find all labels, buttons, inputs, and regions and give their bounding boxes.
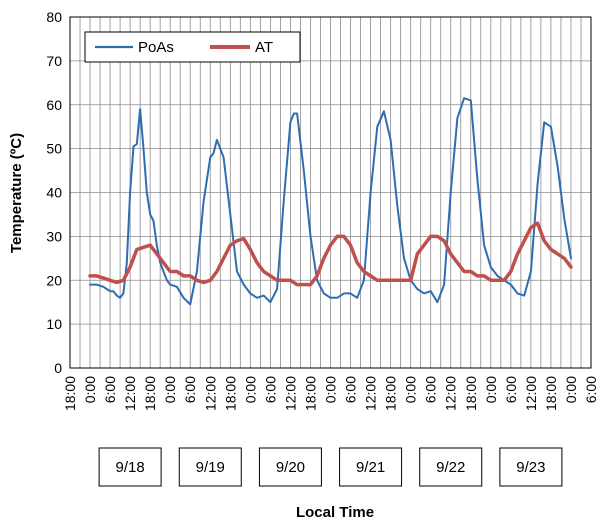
- date-label: 9/21: [356, 459, 385, 476]
- x-tick-label: 12:00: [282, 376, 298, 411]
- x-tick-label: 6:00: [262, 376, 278, 403]
- x-tick-label: 6:00: [343, 376, 359, 403]
- legend: PoAs AT: [84, 31, 301, 63]
- series-line-at: [88, 221, 573, 287]
- x-tick-label: 12:00: [443, 376, 459, 411]
- legend-label-at: AT: [255, 39, 273, 56]
- date-box: 9/23: [499, 447, 563, 487]
- x-tick-label: 18:00: [463, 376, 479, 411]
- x-tick-label: 0:00: [162, 376, 178, 403]
- date-label: 9/23: [516, 459, 545, 476]
- y-tick-label: 40: [46, 185, 62, 201]
- date-box-frame: [419, 447, 483, 487]
- y-tick-label: 0: [54, 360, 62, 376]
- x-tick-label: 6:00: [102, 376, 118, 403]
- x-tick-label: 18:00: [383, 376, 399, 411]
- x-tick-label: 0:00: [242, 376, 258, 403]
- y-tick-label: 10: [46, 316, 62, 332]
- x-axis-ticks: 18:00 0:00 6:00 12:00 18:00 0:00 6:00 12:00 18:0…: [62, 376, 599, 411]
- date-label: 9/20: [276, 459, 305, 476]
- plot-area-border: [69, 16, 592, 369]
- y-tick-label: 50: [46, 141, 62, 157]
- x-tick-label: 0:00: [483, 376, 499, 403]
- date-label: 9/18: [116, 459, 145, 476]
- date-box: 9/18: [98, 447, 162, 487]
- date-box: 9/22: [419, 447, 483, 487]
- x-tick-label: 6:00: [423, 376, 439, 403]
- x-tick-label: 0:00: [82, 376, 98, 403]
- y-tick-label: 60: [46, 97, 62, 113]
- x-tick-label: 0:00: [323, 376, 339, 403]
- y-tick-label: 20: [46, 272, 62, 288]
- series-line-poas: [89, 97, 572, 306]
- x-axis-title: Local Time: [296, 504, 374, 521]
- date-box: 9/21: [339, 447, 403, 487]
- date-box: 9/20: [258, 447, 322, 487]
- date-boxes: 9/18 9/19 9/20 9/21 9/22 9/23: [98, 447, 563, 487]
- date-box-frame: [98, 447, 162, 487]
- x-tick-label: 18:00: [543, 376, 559, 411]
- x-tick-label: 18:00: [62, 376, 78, 411]
- x-tick-label: 18:00: [302, 376, 318, 411]
- date-box: 9/19: [178, 447, 242, 487]
- series-group: [88, 97, 573, 306]
- x-tick-label: 18:00: [142, 376, 158, 411]
- y-axis-ticks: 0 10 20 30 40 50 60 70 80: [46, 9, 62, 376]
- x-tick-label: 12:00: [363, 376, 379, 411]
- x-tick-label: 6:00: [182, 376, 198, 403]
- x-tick-label: 12:00: [122, 376, 138, 411]
- x-tick-label: 12:00: [523, 376, 539, 411]
- x-tick-label: 0:00: [403, 376, 419, 403]
- date-box-frame: [178, 447, 242, 487]
- legend-label-poas: PoAs: [138, 39, 174, 56]
- y-tick-label: 30: [46, 228, 62, 244]
- date-label: 9/19: [196, 459, 225, 476]
- x-tick-label: 6:00: [583, 376, 599, 403]
- y-tick-label: 70: [46, 53, 62, 69]
- date-label: 9/22: [436, 459, 465, 476]
- x-tick-label: 12:00: [202, 376, 218, 411]
- y-axis-title: Temperature (ºC): [8, 133, 25, 253]
- y-tick-label: 80: [46, 9, 62, 25]
- date-box-frame: [499, 447, 563, 487]
- date-box-frame: [258, 447, 322, 487]
- x-tick-label: 0:00: [563, 376, 579, 403]
- x-tick-label: 6:00: [503, 376, 519, 403]
- date-box-frame: [339, 447, 403, 487]
- x-tick-label: 18:00: [222, 376, 238, 411]
